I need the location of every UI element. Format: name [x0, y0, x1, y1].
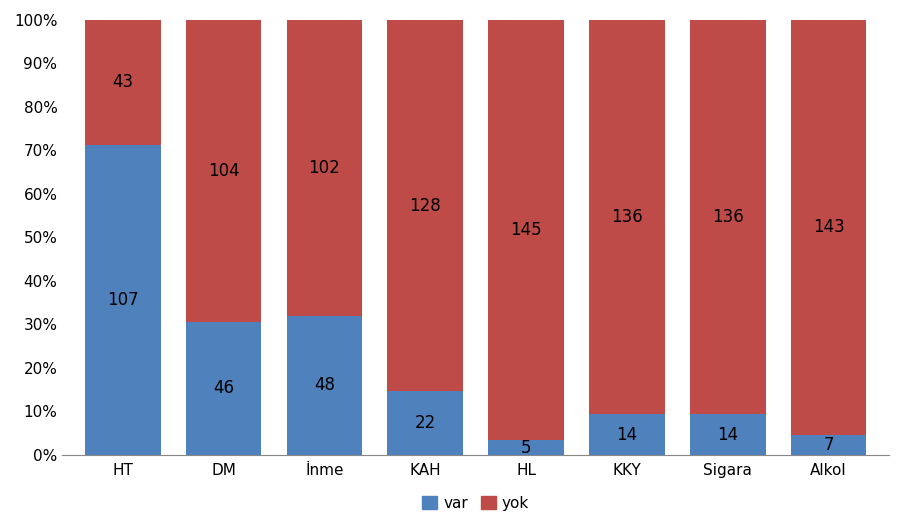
Bar — [85, 20, 161, 145]
Bar — [186, 20, 261, 321]
Text: 102: 102 — [308, 159, 340, 177]
Bar — [488, 20, 563, 440]
Text: 22: 22 — [414, 414, 436, 432]
Text: 107: 107 — [106, 291, 138, 309]
Legend: var, yok: var, yok — [416, 490, 535, 517]
Bar — [286, 316, 362, 455]
Text: 48: 48 — [314, 376, 335, 394]
Bar — [790, 20, 865, 434]
Bar — [588, 20, 664, 414]
Bar — [85, 145, 161, 455]
Bar — [689, 20, 765, 414]
Text: 14: 14 — [716, 426, 738, 443]
Text: 104: 104 — [207, 161, 239, 180]
Bar — [286, 20, 362, 316]
Text: 128: 128 — [409, 197, 441, 215]
Text: 7: 7 — [823, 436, 833, 454]
Bar — [488, 440, 563, 455]
Bar — [588, 414, 664, 455]
Text: 143: 143 — [812, 218, 843, 236]
Text: 136: 136 — [711, 208, 743, 226]
Bar — [387, 20, 463, 391]
Text: 14: 14 — [616, 426, 637, 443]
Text: 46: 46 — [213, 379, 234, 397]
Text: 136: 136 — [611, 208, 642, 226]
Bar — [689, 414, 765, 455]
Bar — [387, 391, 463, 455]
Text: 5: 5 — [520, 439, 530, 457]
Bar — [790, 434, 865, 455]
Text: 145: 145 — [510, 221, 541, 239]
Bar — [186, 321, 261, 455]
Text: 43: 43 — [112, 73, 133, 91]
